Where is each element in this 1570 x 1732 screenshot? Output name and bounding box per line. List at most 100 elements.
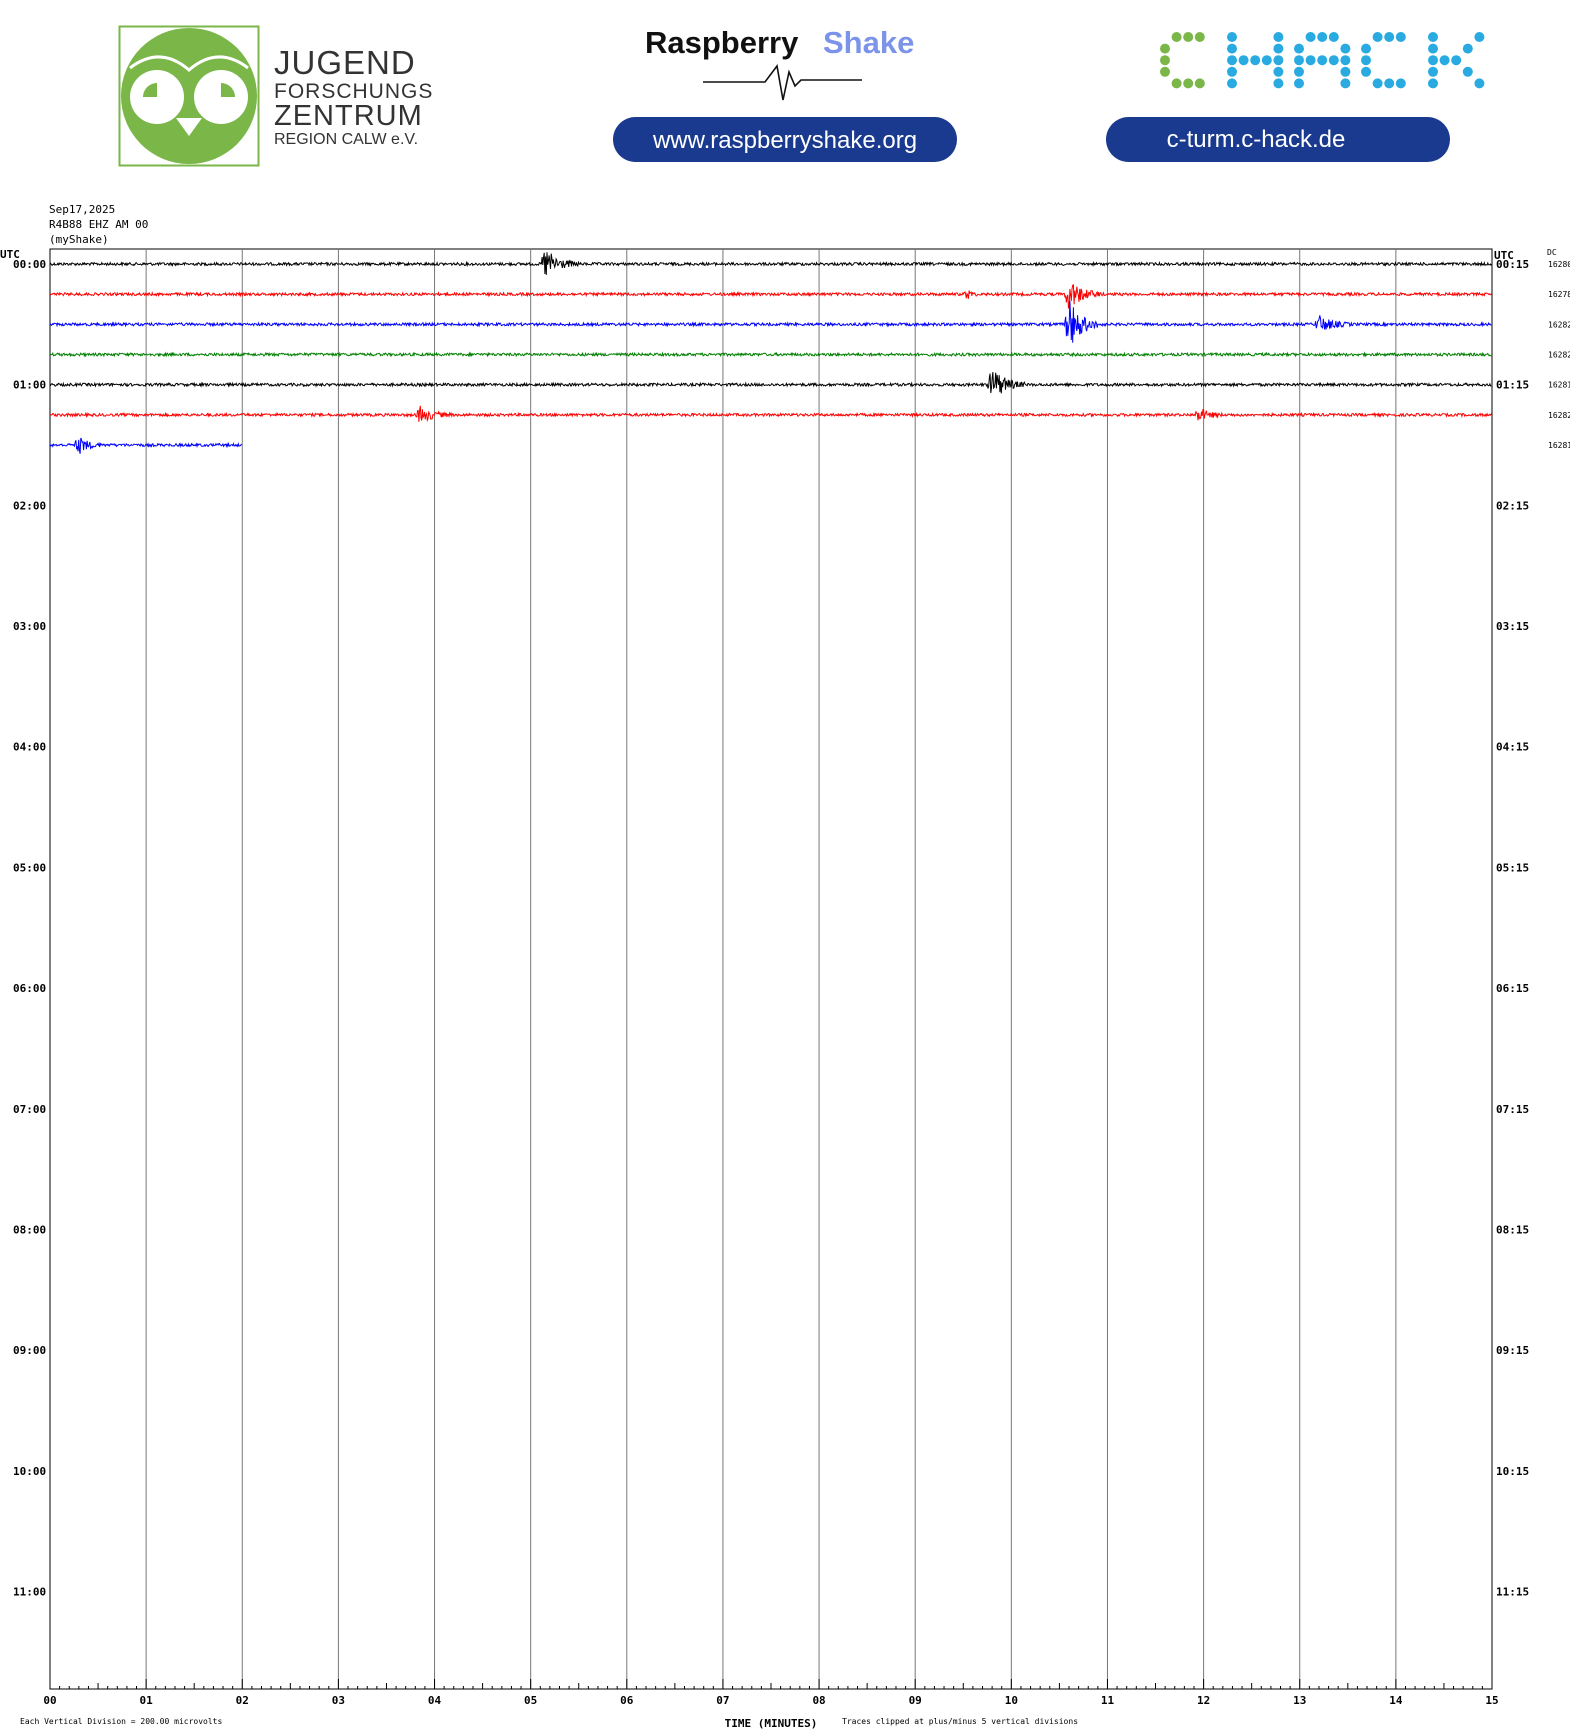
owl-icon <box>121 28 257 164</box>
chack-dot <box>1384 32 1395 42</box>
chack-dot <box>1273 66 1284 77</box>
chack-dot <box>1273 32 1284 42</box>
x-tick-label: 12 <box>1197 1694 1210 1707</box>
chack-dot <box>1428 66 1438 77</box>
chack-dot <box>1305 32 1316 42</box>
trace-row-3 <box>49 351 1492 358</box>
dc-value: 16280 <box>1548 260 1570 269</box>
chack-dot <box>1305 55 1316 66</box>
chack-dot <box>1317 32 1328 42</box>
rs-brand2: Shake <box>823 25 914 60</box>
plot-frame <box>49 248 1493 1690</box>
chack-dot <box>1273 78 1284 89</box>
header-date: Sep17,2025 <box>49 203 115 216</box>
dc-value: 16281 <box>1548 381 1570 390</box>
chack-url[interactable]: c-turm.c-hack.de <box>1167 126 1346 153</box>
chack-dot <box>1361 43 1371 54</box>
chack-dot <box>1328 55 1339 66</box>
x-tick-label: 07 <box>716 1694 729 1707</box>
rs-brand1: Raspberry <box>645 25 799 60</box>
right-hour-label: 03:15 <box>1496 620 1529 633</box>
x-tick-label: 10 <box>1005 1694 1018 1707</box>
right-hour-label: 06:15 <box>1496 982 1529 995</box>
chack-dot <box>1294 66 1304 77</box>
chack-dot <box>1372 78 1383 89</box>
x-axis-tick-labels: 00 01 02 03 04 05 06 07 08 09 10 11 12 13 14 15 <box>43 1694 1498 1707</box>
right-utc-label: UTC <box>1494 249 1514 262</box>
right-hour-label: 10:15 <box>1496 1465 1529 1478</box>
chack-dot <box>1361 66 1371 77</box>
chack-dot <box>1451 55 1462 66</box>
x-tick-label: 06 <box>620 1694 634 1707</box>
chack-dot <box>1183 32 1194 42</box>
chack-dot <box>1171 78 1182 89</box>
chack-dot <box>1227 32 1237 42</box>
right-hour-label: 05:15 <box>1496 861 1529 874</box>
trace-row-6 <box>49 437 243 454</box>
right-hour-label: 07:15 <box>1496 1103 1529 1116</box>
left-hour-label: 00:00 <box>13 258 46 271</box>
rs-url-pill[interactable] <box>613 117 957 162</box>
right-hour-label: 11:15 <box>1496 1585 1529 1598</box>
chack-dot <box>1474 32 1485 42</box>
hour-labels: 00:00 01:00 02:00 03:00 04:00 05:00 06:00 07:00… <box>13 258 1529 1598</box>
chack-dot <box>1227 43 1237 54</box>
x-tick-label: 09 <box>909 1694 922 1707</box>
jfz-line4: REGION CALW e.V. <box>274 131 418 148</box>
chack-dot <box>1462 66 1473 77</box>
x-tick-label: 02 <box>236 1694 249 1707</box>
chack-dot <box>1227 66 1237 77</box>
chack-dot <box>1294 43 1304 54</box>
chack-dot <box>1395 32 1406 42</box>
chack-dot <box>1194 32 1205 42</box>
left-hour-label: 06:00 <box>13 982 46 995</box>
seismic-traces <box>49 252 1492 454</box>
chack-dot <box>1238 55 1249 66</box>
chack-dot <box>1340 55 1351 66</box>
right-hour-label: 08:15 <box>1496 1223 1529 1236</box>
x-tick-label: 11 <box>1101 1694 1115 1707</box>
x-tick-label: 15 <box>1485 1694 1498 1707</box>
chack-dot <box>1340 43 1351 54</box>
left-hour-label: 03:00 <box>13 620 46 633</box>
chack-dot <box>1462 43 1473 54</box>
right-hour-label: 09:15 <box>1496 1344 1529 1357</box>
trace-row-2 <box>49 301 1492 343</box>
left-utc-label: UTC <box>0 248 20 261</box>
owl-beak-icon <box>176 118 202 136</box>
x-tick-label: 00 <box>43 1694 56 1707</box>
right-hour-label: 00:15 <box>1496 258 1529 271</box>
x-axis-title: TIME (MINUTES) <box>725 1717 818 1730</box>
left-hour-label: 11:00 <box>13 1585 46 1598</box>
x-axis-ticks <box>49 1679 1493 1689</box>
right-hour-label: 04:15 <box>1496 741 1529 754</box>
x-tick-label: 04 <box>428 1694 442 1707</box>
rs-url[interactable]: www.raspberryshake.org <box>652 127 917 154</box>
vertical-gridlines <box>145 249 1397 1689</box>
trace-row-5 <box>49 405 1492 423</box>
chack-dot <box>1294 78 1304 89</box>
chack-dot <box>1428 55 1438 66</box>
x-tick-label: 14 <box>1389 1694 1403 1707</box>
chack-dot <box>1372 32 1383 42</box>
chack-dot <box>1340 78 1351 89</box>
chack-dot <box>1328 32 1339 42</box>
x-tick-label: 03 <box>332 1694 345 1707</box>
trace-row-4 <box>49 372 1492 394</box>
chack-dot <box>1194 78 1205 89</box>
x-tick-label: 13 <box>1293 1694 1306 1707</box>
left-hour-label: 05:00 <box>13 861 46 874</box>
chack-dot <box>1361 55 1371 66</box>
left-hour-label: 09:00 <box>13 1344 46 1357</box>
left-hour-label: 02:00 <box>13 499 46 512</box>
chack-dot <box>1183 78 1194 89</box>
chack-dot <box>1273 43 1284 54</box>
trace-row-1 <box>49 283 1492 309</box>
right-hour-label: 02:15 <box>1496 499 1529 512</box>
chack-dot <box>1474 78 1485 89</box>
x-tick-label: 08 <box>812 1694 825 1707</box>
chack-dot <box>1261 55 1272 66</box>
chack-url-pill[interactable] <box>1106 117 1450 162</box>
chack-dot <box>1273 55 1284 66</box>
footer-left: Each Vertical Division = 200.00 microvol… <box>20 1717 222 1726</box>
